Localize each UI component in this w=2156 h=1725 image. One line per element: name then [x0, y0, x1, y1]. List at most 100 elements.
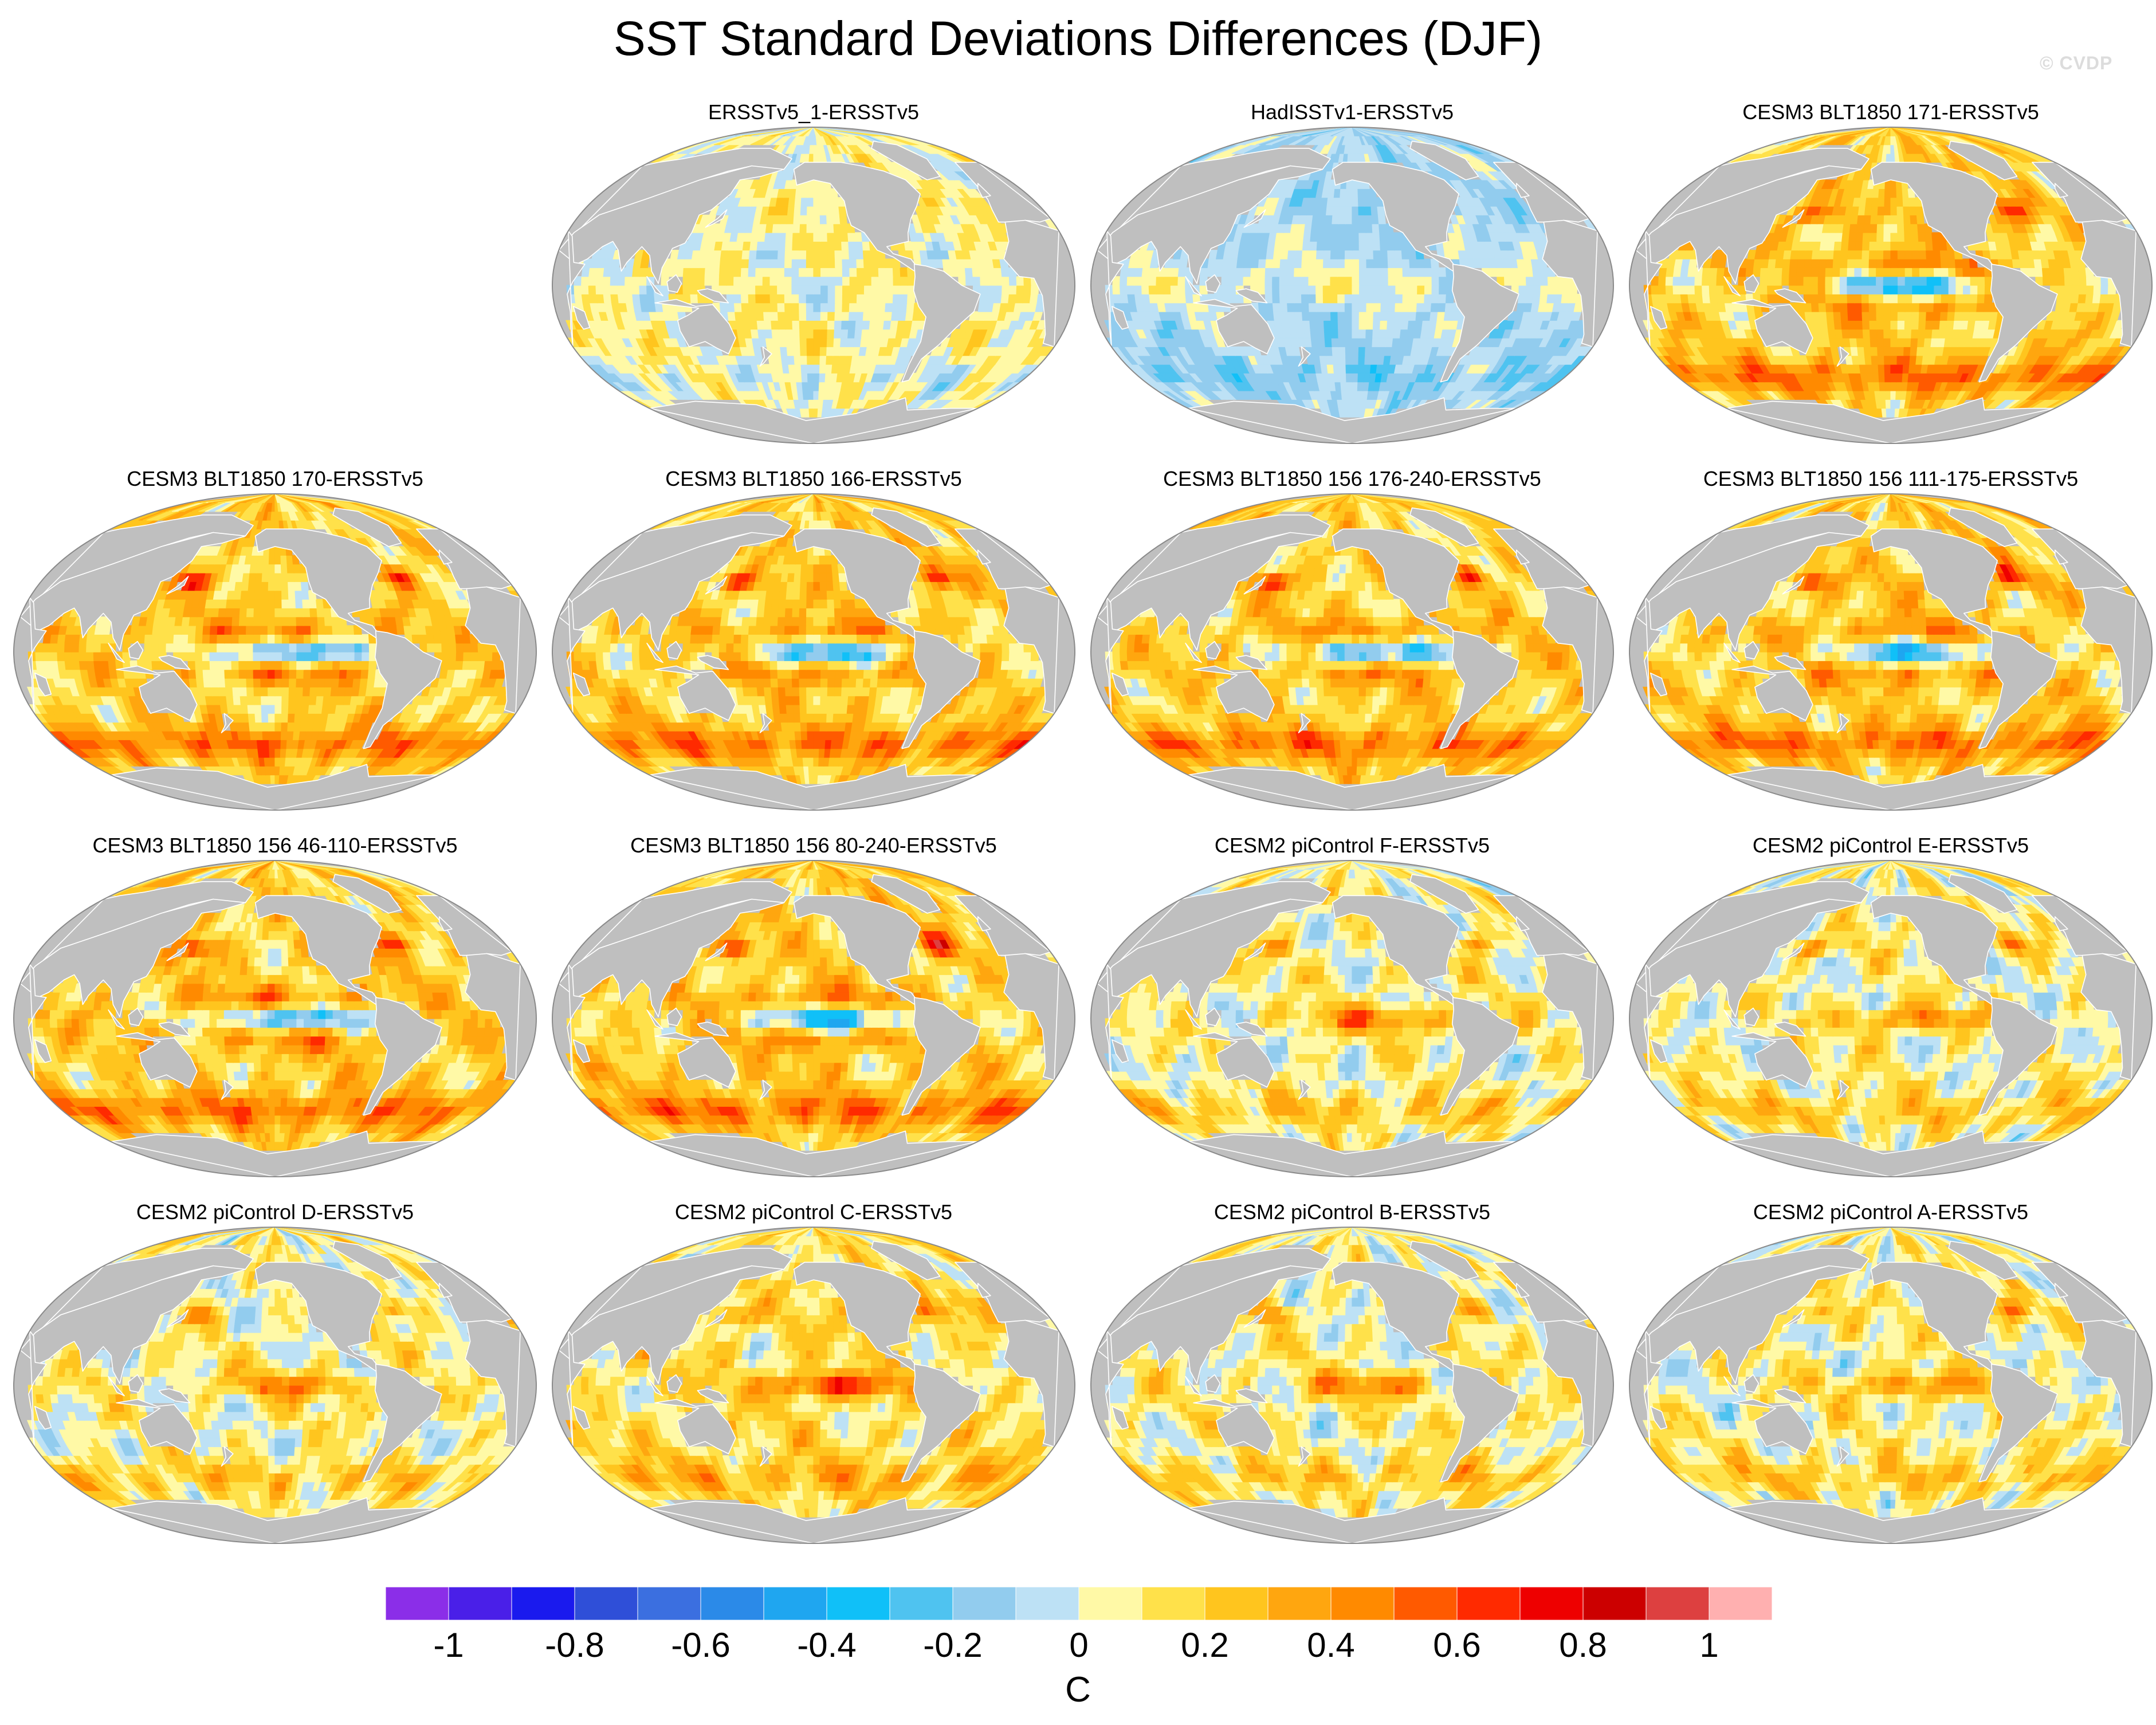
land-mass: [1003, 586, 1059, 714]
land-mass: [166, 1309, 189, 1328]
land-mass: [2054, 916, 2068, 932]
land-mass: [1731, 1398, 1813, 1455]
land-mass: [759, 1079, 772, 1100]
land-mass: [977, 1283, 991, 1298]
sst-difference-map: [1090, 493, 1614, 811]
land-mass: [34, 1406, 52, 1430]
watermark: © CVDP: [2040, 53, 2112, 74]
land-mass: [1105, 230, 1124, 348]
land-mass: [558, 1265, 785, 1384]
land-mass: [1111, 1406, 1129, 1430]
land-mass: [110, 764, 440, 810]
land-mass: [1635, 1265, 1862, 1384]
land-mass: [2080, 1319, 2137, 1448]
land-mass: [1726, 1497, 2056, 1543]
map-panel: CESM2 piControl B-ERSSTv5: [1089, 1199, 1616, 1559]
land-mass: [34, 1039, 52, 1063]
land-mass: [1243, 576, 1266, 595]
colorbar-swatch: [763, 1587, 827, 1621]
colorbar-tick-label: 1: [1699, 1626, 1718, 1664]
land-mass: [1650, 1039, 1668, 1063]
map-panel: CESM2 piControl E-ERSSTv5: [1627, 832, 2154, 1193]
land-mass: [28, 964, 47, 1081]
panel-title: CESM2 piControl C-ERSSTv5: [550, 1199, 1077, 1226]
land-mass: [1782, 209, 1805, 228]
land-mass: [128, 1374, 144, 1393]
land-mass: [901, 630, 981, 749]
land-mass: [1243, 942, 1266, 961]
land-mass: [1243, 209, 1266, 228]
colorbar-swatch: [952, 1587, 1016, 1621]
land-mass: [1097, 1265, 1324, 1384]
land-mass: [332, 874, 402, 914]
land-mass: [1298, 1079, 1311, 1100]
land-mass: [110, 1497, 440, 1543]
land-mass: [697, 1021, 729, 1037]
land-mass: [1097, 532, 1324, 651]
land-mass: [363, 1364, 442, 1483]
land-mass: [1836, 1079, 1849, 1100]
land-mass: [871, 1240, 941, 1280]
land-mass: [1440, 1364, 1519, 1483]
land-mass: [1743, 1007, 1760, 1027]
land-mass: [1193, 665, 1275, 721]
land-mass: [438, 549, 453, 565]
colorbar-swatch: [637, 1587, 701, 1621]
land-mass: [438, 916, 453, 932]
land-mass: [254, 895, 382, 1005]
colorbar-swatch: [1078, 1587, 1142, 1621]
land-mass: [1782, 1309, 1805, 1328]
land-mass: [1105, 1330, 1124, 1448]
land-mass: [1111, 1039, 1129, 1063]
land-mass: [649, 1497, 979, 1543]
land-mass: [1644, 1330, 1663, 1448]
panel-title: CESM2 piControl E-ERSSTv5: [1627, 832, 2154, 859]
sst-difference-map: [1629, 1227, 2153, 1544]
land-mass: [567, 964, 586, 1081]
land-mass: [1978, 630, 2058, 749]
land-mass: [1235, 655, 1268, 670]
land-mass: [1836, 346, 1849, 367]
land-mass: [1097, 898, 1324, 1017]
land-mass: [1105, 964, 1124, 1081]
land-mass: [1003, 1319, 1059, 1448]
sst-difference-map: [13, 493, 537, 811]
land-mass: [1409, 1240, 1479, 1280]
land-mass: [158, 655, 191, 670]
land-mass: [1542, 1319, 1598, 1448]
land-mass: [1298, 713, 1311, 733]
panel-title: CESM3 BLT1850 156 80-240-ERSSTv5: [550, 832, 1077, 859]
land-mass: [1235, 1388, 1268, 1404]
land-mass: [1187, 1497, 1517, 1543]
land-mass: [649, 397, 979, 443]
colorbar-swatch: [1582, 1587, 1647, 1621]
map-panel: CESM3 BLT1850 170-ERSSTv5: [11, 465, 539, 826]
land-mass: [1782, 942, 1805, 961]
land-mass: [1743, 641, 1760, 660]
land-mass: [116, 1398, 198, 1455]
land-mass: [1948, 874, 2018, 914]
panel-title: HadISSTv1-ERSSTv5: [1089, 99, 1616, 126]
land-mass: [1105, 597, 1124, 714]
land-mass: [108, 1376, 125, 1397]
land-mass: [1836, 1446, 1849, 1467]
land-mass: [1836, 713, 1849, 733]
land-mass: [158, 1021, 191, 1037]
land-mass: [110, 1130, 440, 1177]
land-mass: [666, 1007, 682, 1027]
land-mass: [1440, 997, 1519, 1116]
land-mass: [1193, 1398, 1275, 1455]
land-mass: [646, 1009, 663, 1030]
colorbar-tick-label: -1: [433, 1626, 464, 1664]
land-mass: [666, 641, 682, 660]
land-mass: [1948, 507, 2018, 547]
land-mass: [1948, 140, 2018, 180]
land-mass: [19, 1265, 246, 1384]
land-mass: [666, 1374, 682, 1393]
land-mass: [1298, 346, 1311, 367]
colorbar-swatch: [826, 1587, 890, 1621]
land-mass: [332, 507, 402, 547]
colorbar-tick-label: 0.8: [1559, 1626, 1607, 1664]
land-mass: [1205, 274, 1221, 293]
land-mass: [558, 898, 785, 1017]
